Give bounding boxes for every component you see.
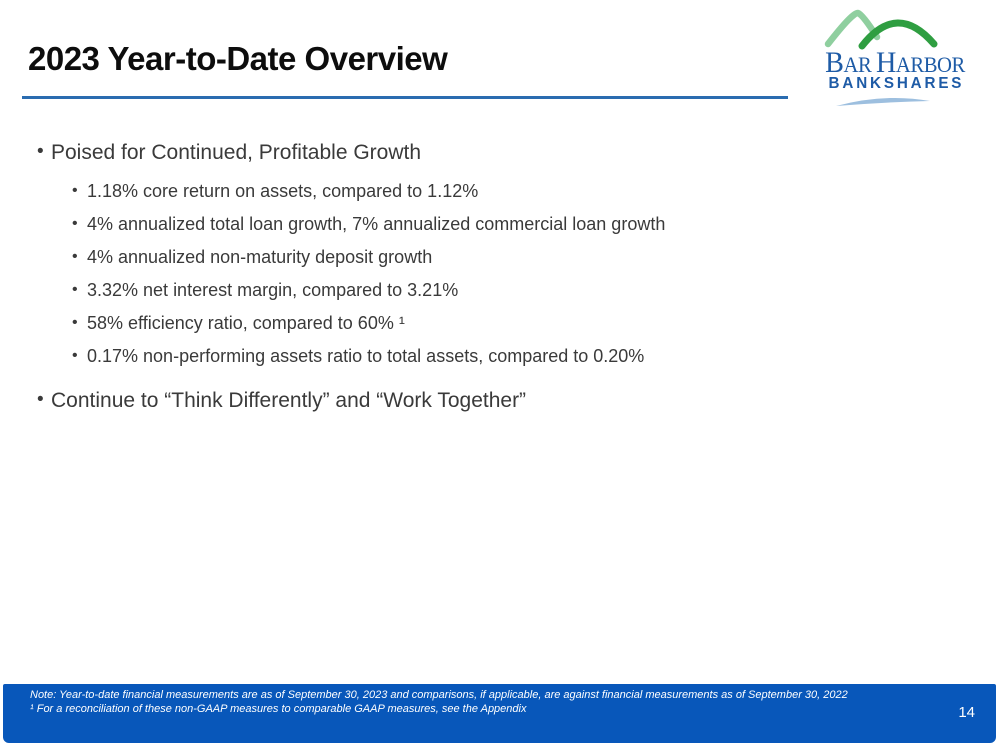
page-title: 2023 Year-to-Date Overview bbox=[28, 40, 448, 77]
page-number: 14 bbox=[958, 704, 975, 721]
list-item: • 0.17% non-performing assets ratio to t… bbox=[72, 346, 644, 367]
footnote-line-2: ¹ For a reconciliation of these non-GAAP… bbox=[30, 703, 527, 715]
list-item: • 1.18% core return on assets, compared … bbox=[72, 181, 478, 202]
bar-harbor-bankshares-logo: BAR HARBOR BANKSHARES bbox=[800, 8, 990, 120]
bullet-marker: • bbox=[37, 389, 44, 410]
bullet-marker: • bbox=[37, 141, 44, 162]
list-item: • 3.32% net interest margin, compared to… bbox=[72, 280, 458, 301]
list-item: • Poised for Continued, Profitable Growt… bbox=[37, 141, 421, 165]
footnote-line-1: Note: Year-to-date financial measurement… bbox=[30, 689, 848, 701]
bullet-text: 58% efficiency ratio, compared to 60% ¹ bbox=[87, 313, 405, 333]
logo-mountains-icon bbox=[824, 9, 938, 106]
bullet-text: 4% annualized non-maturity deposit growt… bbox=[87, 247, 433, 267]
bullet-text: 0.17% non-performing assets ratio to tot… bbox=[87, 346, 645, 366]
bullet-marker: • bbox=[72, 281, 78, 298]
list-item: • Continue to “Think Differently” and “W… bbox=[37, 389, 526, 413]
bullet-marker: • bbox=[72, 347, 78, 364]
bullet-text: Poised for Continued, Profitable Growth bbox=[51, 141, 422, 164]
list-item: • 4% annualized total loan growth, 7% an… bbox=[72, 214, 665, 235]
logo-wordmark: BAR HARBOR bbox=[806, 46, 985, 80]
bullet-marker: • bbox=[72, 314, 78, 331]
title-underline bbox=[22, 96, 788, 99]
bullet-text: Continue to “Think Differently” and “Wor… bbox=[51, 389, 527, 412]
logo-word1-initial: B bbox=[825, 46, 844, 79]
bullet-text: 3.32% net interest margin, compared to 3… bbox=[87, 280, 459, 300]
footer-bar: Note: Year-to-date financial measurement… bbox=[3, 684, 996, 743]
bullet-marker: • bbox=[72, 215, 78, 232]
logo-word2-rest: ARBOR bbox=[895, 52, 965, 77]
bullet-marker: • bbox=[72, 182, 78, 199]
bullet-text: 1.18% core return on assets, compared to… bbox=[87, 181, 479, 201]
logo-swoosh-icon bbox=[836, 97, 930, 106]
logo-word2-initial: H bbox=[876, 46, 896, 79]
logo-subtitle: BANKSHARES bbox=[828, 75, 965, 92]
bullet-text: 4% annualized total loan growth, 7% annu… bbox=[87, 214, 666, 234]
list-item: • 58% efficiency ratio, compared to 60% … bbox=[72, 313, 405, 334]
logo-word1-rest: AR bbox=[843, 52, 877, 77]
list-item: • 4% annualized non-maturity deposit gro… bbox=[72, 247, 432, 268]
bullet-marker: • bbox=[72, 248, 78, 265]
